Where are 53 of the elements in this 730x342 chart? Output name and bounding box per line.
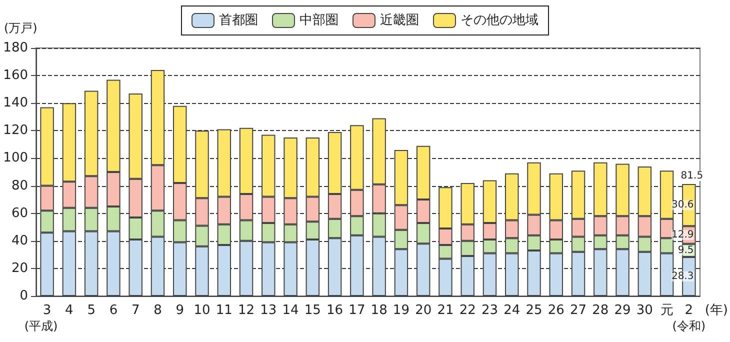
x-tick-label: 20 <box>415 303 432 318</box>
total-label: 81.5 <box>680 170 704 182</box>
x-tick-label: 9 <box>176 303 184 318</box>
x-tick-label: 15 <box>304 303 321 318</box>
x-tick-label: 13 <box>260 303 277 318</box>
y-tick-label: 120 <box>3 123 28 138</box>
data-label: 30.6 <box>672 200 694 211</box>
x-tick-label: 30 <box>636 303 653 318</box>
x-tick-label: 23 <box>481 303 498 318</box>
x-tick-label: 16 <box>326 303 344 318</box>
x-tick-label: 8 <box>154 303 162 318</box>
x-tick-label: 5 <box>87 303 96 318</box>
y-tick-label: 80 <box>11 178 28 194</box>
text: (平成) <box>24 319 58 333</box>
x-tick-label: 10 <box>194 303 210 318</box>
y-tick-label: 180 <box>3 40 28 56</box>
y-tick-label: 160 <box>3 68 28 84</box>
data-label: 28.3 <box>672 271 694 282</box>
x-tick-label: 22 <box>459 303 476 318</box>
x-tick-label: 18 <box>370 303 388 318</box>
y-tick-label: 0 <box>20 288 28 304</box>
x-tick-label: 4 <box>65 303 74 318</box>
y-tick-label: 100 <box>3 150 28 166</box>
x-tick-label: 21 <box>437 303 454 318</box>
legend-label: 近畿圏 <box>380 13 419 28</box>
y-tick-label: 60 <box>11 206 28 221</box>
x-tick-label: 3 <box>42 303 52 318</box>
x-axis-title: (年) <box>704 303 728 318</box>
data-label: 9.5 <box>678 244 694 256</box>
x-tick-label: 27 <box>570 303 587 318</box>
x-tick-label: 17 <box>348 303 366 318</box>
legend-label: その他の地域 <box>460 13 538 28</box>
x-tick-label: 25 <box>526 303 542 318</box>
x-tick-label: 28 <box>592 303 609 318</box>
y-axis-title: (万戸) <box>4 21 38 35</box>
x-tick-label: 元 <box>660 303 674 318</box>
legend-label: 中部圏 <box>300 13 338 28</box>
x-tick-label: 24 <box>504 303 520 318</box>
x-tick-label: 6 <box>109 303 118 318</box>
y-tick-label: 20 <box>11 260 28 276</box>
x-tick-label: 26 <box>548 303 564 318</box>
x-tick-label: 2 <box>684 303 694 318</box>
x-tick-label: 29 <box>614 303 631 318</box>
y-tick-label: 140 <box>3 96 28 111</box>
x-tick-label: 12 <box>238 303 255 318</box>
x-tick-label: 11 <box>216 303 232 318</box>
x-tick-label: 19 <box>392 303 410 318</box>
y-tick-label: 40 <box>11 233 28 248</box>
legend-label: 首都圏 <box>219 13 258 28</box>
data-label: 12.9 <box>672 230 694 241</box>
text: (令和) <box>672 319 706 333</box>
x-tick-label: 14 <box>282 303 299 318</box>
x-tick-label: 7 <box>131 303 140 318</box>
